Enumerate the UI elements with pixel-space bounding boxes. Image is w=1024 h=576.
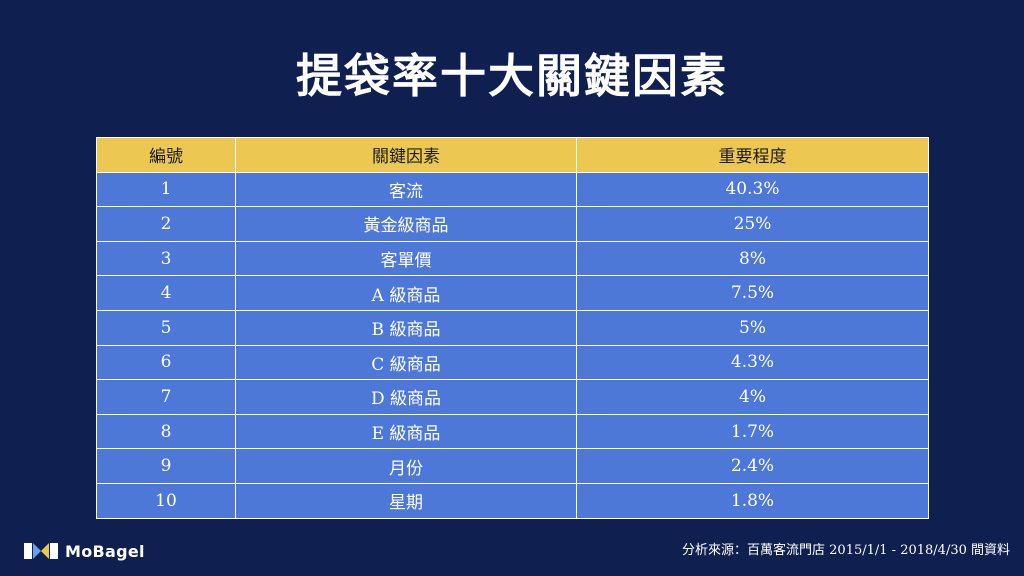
- importance-cell: 2.4%: [576, 448, 929, 484]
- table-row: 1 客流 40.3%: [96, 171, 929, 208]
- source-footnote: 分析來源：百萬客流門店 2015/1/1 - 2018/4/30 間資料: [682, 543, 1010, 558]
- table-row: 10 星期 1.8%: [96, 482, 929, 519]
- importance-cell: 1.7%: [576, 413, 929, 450]
- factor-cell: 星期: [235, 482, 577, 519]
- factor-cell: A 級商品: [235, 275, 577, 311]
- importance-cell: 40.3%: [576, 171, 929, 208]
- table-row: 5 B 級商品 5%: [96, 309, 929, 346]
- row-number-cell: 4: [96, 275, 236, 311]
- table-row: 9 月份 2.4%: [96, 448, 929, 484]
- row-number-cell: 1: [96, 171, 236, 208]
- factor-cell: C 級商品: [235, 344, 577, 381]
- row-number-cell: 9: [96, 448, 236, 484]
- factor-cell: D 級商品: [235, 379, 577, 415]
- mobagel-logo-icon: [24, 543, 58, 559]
- brand-logo: MoBagel: [24, 541, 145, 561]
- factor-cell: B 級商品: [235, 309, 577, 346]
- column-header-importance: 重要程度: [576, 137, 929, 173]
- factor-cell: E 級商品: [235, 413, 577, 450]
- table-row: 3 客單價 8%: [96, 240, 929, 277]
- table-row: 6 C 級商品 4.3%: [96, 344, 929, 381]
- table-header-row: 編號 關鍵因素 重要程度: [96, 137, 929, 173]
- row-number-cell: 2: [96, 206, 236, 242]
- page-title: 提袋率十大關鍵因素: [296, 49, 728, 103]
- factor-cell: 客流: [235, 171, 577, 208]
- factor-cell: 月份: [235, 448, 577, 484]
- row-number-cell: 3: [96, 240, 236, 277]
- table-row: 7 D 級商品 4%: [96, 379, 929, 415]
- factor-cell: 客單價: [235, 240, 577, 277]
- row-number-cell: 5: [96, 309, 236, 346]
- row-number-cell: 8: [96, 413, 236, 450]
- row-number-cell: 6: [96, 344, 236, 381]
- column-header-factor: 關鍵因素: [235, 137, 577, 173]
- table-row: 8 E 級商品 1.7%: [96, 413, 929, 450]
- importance-cell: 4%: [576, 379, 929, 415]
- factor-cell: 黃金級商品: [235, 206, 577, 242]
- row-number-cell: 10: [96, 482, 236, 519]
- importance-cell: 7.5%: [576, 275, 929, 311]
- importance-cell: 25%: [576, 206, 929, 242]
- importance-cell: 1.8%: [576, 482, 929, 519]
- row-number-cell: 7: [96, 379, 236, 415]
- importance-cell: 4.3%: [576, 344, 929, 381]
- factors-table: 編號 關鍵因素 重要程度 1 客流 40.3% 2 黃金級商品 25% 3 客單…: [96, 137, 929, 519]
- table-row: 2 黃金級商品 25%: [96, 206, 929, 242]
- table-row: 4 A 級商品 7.5%: [96, 275, 929, 311]
- brand-name: MoBagel: [65, 541, 145, 561]
- importance-cell: 8%: [576, 240, 929, 277]
- importance-cell: 5%: [576, 309, 929, 346]
- column-header-number: 編號: [96, 137, 236, 173]
